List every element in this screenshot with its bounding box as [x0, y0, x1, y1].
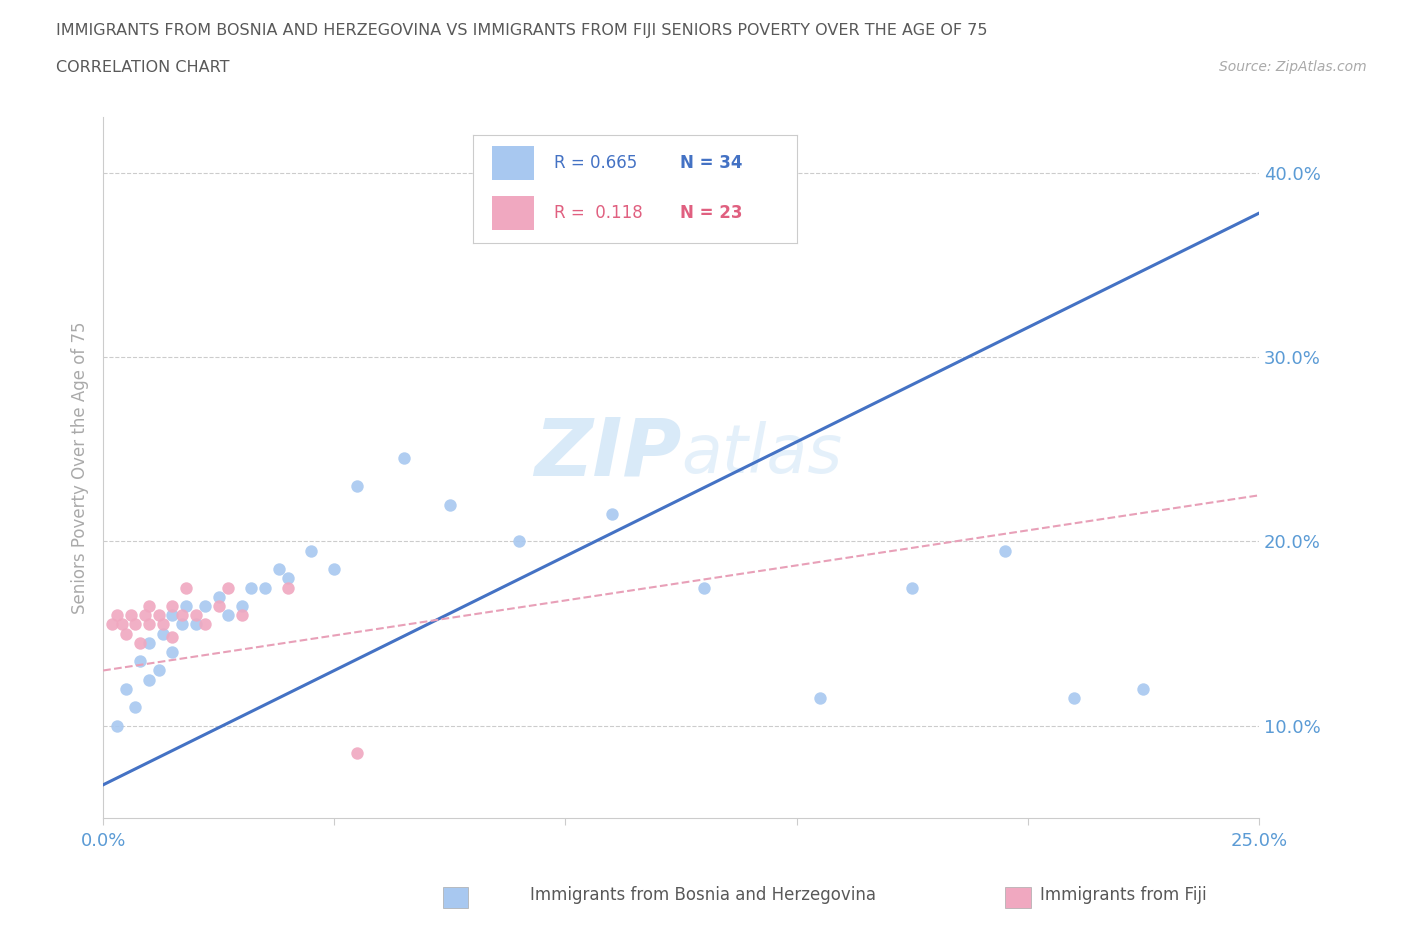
Point [208, 590, 231, 604]
Point [111, 617, 134, 631]
Text: CORRELATION CHART: CORRELATION CHART [56, 60, 229, 75]
Point [162, 644, 184, 659]
Text: ZIP: ZIP [534, 415, 681, 493]
Point [162, 607, 184, 622]
Point [600, 506, 623, 521]
Point [217, 607, 239, 622]
Point [176, 580, 198, 595]
Point [115, 626, 138, 641]
Text: IMMIGRANTS FROM BOSNIA AND HERZEGOVINA VS IMMIGRANTS FROM FIJI SENIORS POVERTY O: IMMIGRANTS FROM BOSNIA AND HERZEGOVINA V… [56, 23, 988, 38]
Point [346, 746, 368, 761]
Point [176, 599, 198, 614]
Point [138, 599, 160, 614]
Text: Immigrants from Fiji: Immigrants from Fiji [1040, 885, 1208, 904]
Point [101, 617, 124, 631]
Point [115, 682, 138, 697]
Text: Immigrants from Bosnia and Herzegovina: Immigrants from Bosnia and Herzegovina [530, 885, 876, 904]
Point [138, 635, 160, 650]
Point [148, 607, 170, 622]
Point [217, 580, 239, 595]
Point [194, 599, 217, 614]
Point [392, 451, 415, 466]
Point [323, 562, 346, 577]
Text: atlas: atlas [681, 420, 842, 486]
Point [129, 654, 152, 669]
Point [1063, 691, 1085, 706]
Point [231, 607, 253, 622]
Point [277, 571, 299, 586]
Point [129, 635, 152, 650]
Point [138, 672, 160, 687]
Point [299, 543, 322, 558]
Point [994, 543, 1017, 558]
Point [277, 580, 299, 595]
Point [267, 562, 290, 577]
Point [124, 700, 146, 715]
Point [253, 580, 276, 595]
Point [693, 580, 716, 595]
Point [162, 599, 184, 614]
Point [808, 691, 831, 706]
Point [124, 617, 146, 631]
Point [240, 580, 263, 595]
Point [439, 498, 461, 512]
Text: Source: ZipAtlas.com: Source: ZipAtlas.com [1219, 60, 1367, 74]
Point [134, 607, 156, 622]
Point [184, 617, 207, 631]
Point [105, 607, 128, 622]
Point [231, 599, 253, 614]
Point [901, 580, 924, 595]
Point [1132, 682, 1154, 697]
Point [152, 626, 174, 641]
Point [170, 617, 193, 631]
Y-axis label: Seniors Poverty Over the Age of 75: Seniors Poverty Over the Age of 75 [72, 322, 89, 614]
Point [184, 607, 207, 622]
Point [208, 599, 231, 614]
Point [105, 718, 128, 733]
Point [508, 534, 530, 549]
Point [170, 607, 193, 622]
Point [138, 617, 160, 631]
Point [120, 607, 142, 622]
Point [162, 630, 184, 644]
Point [194, 617, 217, 631]
Point [346, 479, 368, 494]
Point [148, 663, 170, 678]
Point [152, 617, 174, 631]
